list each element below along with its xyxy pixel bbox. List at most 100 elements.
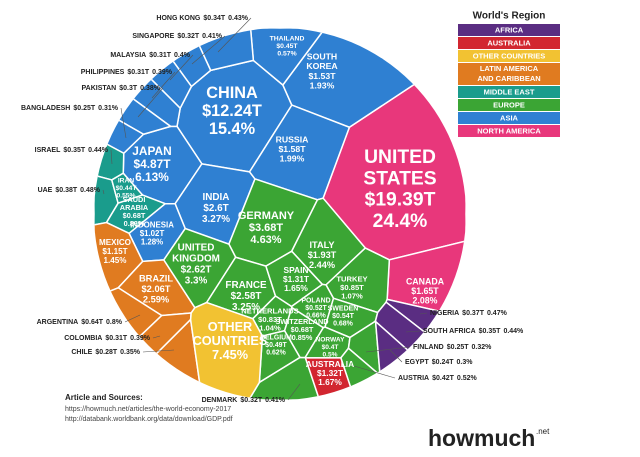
country-name: MEXICO	[99, 238, 131, 247]
legend-swatch	[458, 37, 560, 49]
country-share: 1.04%	[259, 323, 281, 332]
label-part: AUSTRIA	[398, 375, 429, 382]
leader-line	[405, 330, 421, 333]
label-part: $0.35T	[479, 328, 502, 335]
country-share: 1.67%	[318, 377, 342, 387]
country-cell	[189, 301, 264, 400]
country-share: 3.25%	[232, 302, 260, 313]
country-value: $4.87T	[133, 157, 171, 171]
country-value: $1.58T	[278, 144, 306, 154]
label-part: PAKISTAN	[81, 85, 116, 92]
label-part: $0.31T	[149, 52, 172, 59]
country-label: THAILAND $0.45T 0.57%	[270, 35, 305, 57]
country-name: CANADA	[406, 277, 445, 287]
country-label: MALAYSIA $0.31T 0.4%	[110, 52, 190, 59]
leader-line	[419, 312, 428, 315]
country-name: POLAND	[301, 297, 330, 304]
country-label: UAE $0.38T 0.48%	[38, 187, 101, 194]
legend-label: ASIA	[500, 113, 519, 122]
country-name: NETHERLANDS	[241, 307, 298, 316]
source-link: https://howmuch.net/articles/the-world-e…	[65, 406, 231, 413]
legend-label: NORTH AMERICA	[477, 126, 541, 135]
country-share: 0.86%	[124, 219, 145, 228]
country-value: $12.24T	[202, 102, 262, 120]
country-share: 7.45%	[212, 348, 248, 362]
country-value: $19.39T	[365, 190, 436, 211]
legend-swatch	[458, 24, 560, 36]
country-value: $0.68T	[123, 211, 146, 220]
country-label: UNITED KINGDOM $2.62T 3.3%	[172, 242, 220, 286]
country-value: $0.4T	[322, 344, 339, 351]
legend-swatch	[458, 125, 560, 137]
label-part: $0.25T	[73, 105, 96, 112]
country-value: $0.44T	[116, 185, 138, 192]
country-label: TURKEY $0.85T 1.07%	[336, 275, 367, 301]
label-part: MALAYSIA	[110, 52, 146, 59]
country-value: $1.53T	[308, 71, 336, 81]
country-name: ARABIA	[120, 203, 149, 212]
country-name: NORWAY	[316, 336, 346, 343]
country-label: BELGIUM $0.49T 0.62%	[260, 334, 292, 356]
label-part: 0.31%	[98, 105, 119, 112]
country-label: SOUTH AFRICA $0.35T 0.44%	[423, 328, 524, 335]
sources-heading: Article and Sources:	[65, 393, 143, 402]
label-part: FINLAND	[413, 344, 444, 351]
label-part: $0.42T	[432, 375, 455, 382]
country-share: 2.08%	[413, 296, 438, 306]
leader-line	[152, 335, 161, 339]
legend-label: AFRICA	[495, 25, 524, 34]
country-share: 0.66%	[306, 312, 326, 319]
country-label: DENMARK $0.32T 0.41%	[202, 397, 286, 404]
leader-line	[120, 107, 127, 139]
country-label: AUSTRIA $0.42T 0.52%	[398, 375, 478, 382]
country-value: $0.54T	[332, 313, 355, 320]
label-part: $0.34T	[203, 15, 226, 22]
leader-line	[137, 87, 164, 118]
legend-swatch	[458, 63, 560, 85]
country-name: OTHER	[208, 320, 252, 334]
legend-label: LATIN AMERICA AND CARIBBEAN	[477, 64, 540, 83]
legend-line: AND CARIBBEAN	[477, 74, 540, 83]
country-name: KINGDOM	[172, 253, 220, 264]
country-label: COLOMBIA $0.31T 0.39%	[64, 335, 151, 342]
country-name: SWITZERLAND	[275, 317, 328, 326]
label-part: $0.32T	[240, 397, 263, 404]
legend-label: OTHER COUNTRIES	[473, 51, 546, 60]
country-value: $1.32T	[317, 368, 344, 378]
label-part: $0.37T	[462, 310, 485, 317]
country-name: THAILAND	[270, 35, 305, 42]
leader-line	[151, 71, 176, 99]
legend-swatch	[458, 99, 560, 111]
country-label: IRAN $0.44T 0.55%	[116, 177, 138, 199]
label-part: $0.31T	[127, 69, 150, 76]
country-share: 1.07%	[341, 291, 363, 300]
country-name: BRAZIL	[139, 274, 173, 284]
leader-line	[169, 54, 194, 81]
label-part: $0.25T	[447, 344, 470, 351]
label-part: 0.41%	[265, 397, 286, 404]
country-value: $1.65T	[411, 286, 439, 296]
legend: AFRICA AUSTRALIA OTHER COUNTRIES LATIN AMER…	[458, 24, 560, 137]
country-share: 0.57%	[277, 50, 296, 57]
label-part: UAE	[38, 187, 53, 194]
country-name: IRAN	[118, 177, 135, 184]
country-label: ARGENTINA $0.64T 0.8%	[37, 319, 123, 326]
country-label: AUSTRALIA $1.32T 1.67%	[306, 359, 354, 387]
country-share: 2.44%	[309, 261, 335, 271]
leader-line	[124, 314, 141, 323]
label-part: HONG KONG	[156, 15, 201, 22]
country-label: MEXICO $1.15T 1.45%	[99, 238, 131, 265]
leader-line	[353, 365, 396, 379]
country-label: PAKISTAN $0.3T 0.38%	[81, 85, 160, 92]
country-share: 1.99%	[280, 154, 305, 164]
country-value: $0.52T	[305, 305, 327, 312]
leader-line	[217, 17, 252, 53]
label-part: $0.24T	[432, 359, 455, 366]
country-name: INDONESIA	[130, 220, 174, 229]
country-share: 0.55%	[117, 192, 136, 199]
label-part: 0.41%	[202, 33, 223, 40]
country-value: $2.58T	[231, 291, 262, 302]
label-part: 0.44%	[88, 147, 109, 154]
country-value: $1.93T	[308, 250, 337, 260]
country-label: GERMANY $3.68T 4.63%	[238, 210, 295, 246]
